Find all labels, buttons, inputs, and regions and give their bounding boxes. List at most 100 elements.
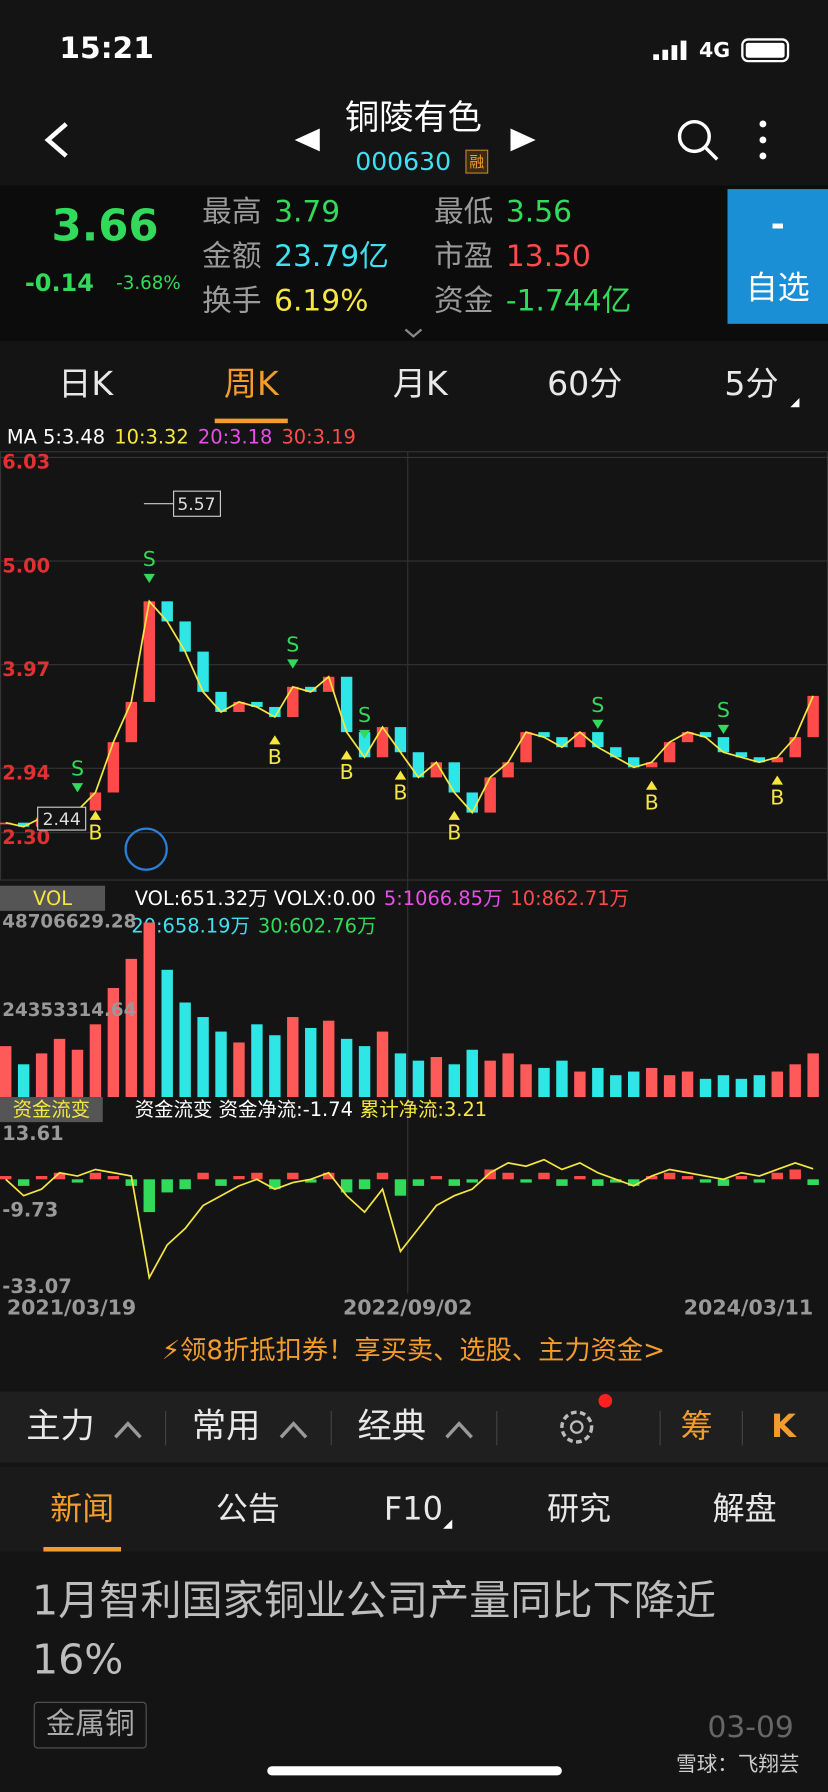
- watch-label: 自选: [746, 269, 810, 307]
- news-tab[interactable]: F10: [384, 1489, 443, 1527]
- volume-bar: [340, 1038, 353, 1098]
- volume-bar: [125, 958, 138, 1098]
- flow-bar: [628, 1179, 640, 1186]
- watch-button[interactable]: [727, 189, 828, 324]
- candle: [807, 695, 819, 738]
- candle: [430, 762, 443, 778]
- signal-arrow: [143, 573, 155, 584]
- toolbar-item[interactable]: 主力: [26, 1407, 95, 1447]
- volume-bar: [789, 1064, 801, 1098]
- news-tab[interactable]: 解盘: [713, 1489, 777, 1527]
- volume-bar: [215, 1031, 227, 1098]
- flow-bar: [663, 1172, 676, 1180]
- flow-bar: [215, 1179, 227, 1186]
- kline-button[interactable]: K: [771, 1407, 797, 1445]
- chips-button[interactable]: 筹: [681, 1407, 713, 1445]
- close-line: [5, 599, 814, 828]
- candle: [502, 762, 514, 778]
- expand-icon[interactable]: [404, 328, 423, 338]
- search-button[interactable]: [677, 119, 711, 154]
- signal-arrow: [645, 780, 658, 790]
- flow-indicator[interactable]: 资金流变: [13, 1098, 91, 1121]
- volume-bar: [556, 1060, 568, 1098]
- volume-bar: [538, 1067, 550, 1098]
- change: -0.14: [25, 269, 94, 297]
- period-tab[interactable]: 日K: [58, 364, 114, 403]
- candle: [322, 676, 335, 692]
- volume-bar: [681, 1071, 694, 1098]
- back-button[interactable]: [44, 122, 68, 158]
- news-tab[interactable]: 新闻: [50, 1489, 114, 1527]
- candle: [305, 686, 317, 692]
- volume-bar: [717, 1075, 730, 1098]
- flow-bar: [412, 1179, 425, 1186]
- x-date-label: 2021/03/19: [7, 1295, 136, 1319]
- signal-arrow: [717, 724, 730, 734]
- toolbar-item[interactable]: 经典: [357, 1407, 426, 1447]
- flow-bar: [681, 1176, 694, 1180]
- battery-level: [745, 42, 785, 58]
- news-tag[interactable]: 金属铜: [46, 1707, 135, 1742]
- flow-summary: 累计净流:3.21: [360, 1098, 487, 1121]
- volume-bar: [322, 1020, 335, 1098]
- candle: [233, 701, 245, 712]
- flow-bar: [0, 1176, 12, 1180]
- flow-bar: [53, 1172, 66, 1180]
- change-pct: -3.68%: [116, 273, 181, 294]
- settings-button[interactable]: [560, 1410, 594, 1444]
- next-stock[interactable]: [510, 128, 536, 152]
- flow-bar: [466, 1179, 478, 1183]
- period-tab[interactable]: 5分: [724, 364, 778, 403]
- flow-tag: [0, 1097, 103, 1123]
- signal-label: S: [717, 698, 730, 722]
- more-button[interactable]: [759, 120, 767, 160]
- news-tab[interactable]: 公告: [216, 1489, 280, 1527]
- news-headline[interactable]: 1月智利国家铜业公司产量同比下降近16%: [31, 1577, 716, 1685]
- volume-bar: [251, 1024, 263, 1098]
- candle: [340, 676, 353, 733]
- candle: [466, 792, 478, 813]
- volume-bar: [663, 1075, 676, 1098]
- toolbar-item[interactable]: 常用: [192, 1407, 261, 1447]
- signal-arrow: [394, 770, 407, 780]
- volume-bar: [107, 987, 120, 1098]
- network: 4G: [699, 38, 730, 62]
- period-tab[interactable]: 月K: [393, 364, 449, 403]
- vol-summary: VOL:651.32万 VOLX:0.00: [135, 887, 376, 910]
- signal-arrow: [287, 659, 299, 669]
- volume-bar: [17, 1064, 30, 1098]
- y-tick-label: 2.30: [2, 826, 50, 849]
- candle: [251, 701, 263, 707]
- candle: [197, 651, 209, 692]
- vol-indicator[interactable]: VOL: [33, 887, 72, 910]
- period-tab[interactable]: 周K: [224, 364, 280, 403]
- period-tab[interactable]: 60分: [547, 364, 622, 403]
- flow-bar: [340, 1179, 353, 1193]
- volume-bar: [592, 1067, 604, 1098]
- battery: [741, 38, 790, 63]
- candle: [376, 727, 389, 758]
- prev-stock[interactable]: [294, 128, 320, 152]
- candle: [681, 732, 694, 743]
- volume-bar: [502, 1053, 514, 1098]
- field-label: 市盈: [434, 239, 493, 274]
- candle: [538, 732, 550, 738]
- volume-bar: [197, 1017, 209, 1098]
- fullscreen-button[interactable]: [124, 827, 168, 871]
- flow-bar: [17, 1179, 30, 1186]
- flow-bar: [251, 1172, 263, 1180]
- field-value: -1.744亿: [506, 284, 631, 319]
- signal-icon: [653, 40, 687, 61]
- volume-bar: [807, 1053, 819, 1098]
- vol-summary: 5:1066.85万: [384, 887, 503, 910]
- signal-label: S: [591, 693, 604, 717]
- promo[interactable]: ⚡领8折抵扣券！享买卖、选股、主力资金>: [162, 1336, 665, 1366]
- news-tab[interactable]: 研究: [547, 1489, 611, 1527]
- flow-bar: [484, 1169, 496, 1180]
- toolbar-caret: [279, 1421, 308, 1439]
- volume-bar: [430, 1057, 443, 1098]
- watch-icon: -: [771, 205, 785, 245]
- flow-bar: [789, 1169, 801, 1180]
- volume-bar: [448, 1064, 460, 1098]
